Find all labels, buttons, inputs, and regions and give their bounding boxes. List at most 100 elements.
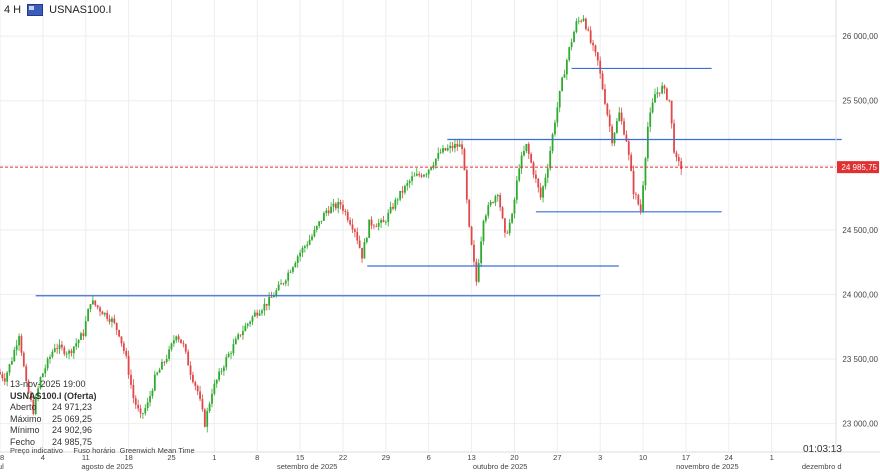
candle xyxy=(523,145,525,157)
candle-body xyxy=(551,134,554,151)
candle xyxy=(525,143,528,154)
info-row-open: Aberto 24 971,23 xyxy=(10,402,93,412)
candle-body xyxy=(670,100,673,124)
candle xyxy=(358,235,361,249)
candle-body xyxy=(411,176,413,181)
candle xyxy=(72,346,75,359)
month-label: setembro de 2025 xyxy=(277,462,337,471)
candle-body xyxy=(639,204,642,212)
candle xyxy=(318,221,321,229)
candle-body xyxy=(27,381,30,394)
candle xyxy=(6,370,9,387)
candle-body xyxy=(382,219,385,223)
timeframe-label[interactable]: 4 H xyxy=(4,4,22,16)
candle-body xyxy=(284,280,287,284)
candle xyxy=(70,348,73,357)
candle xyxy=(280,279,282,285)
candle-body xyxy=(449,145,452,149)
candle-body xyxy=(520,155,523,169)
candle xyxy=(508,219,511,236)
y-tick-label: 26 000,00 xyxy=(842,32,878,41)
candle xyxy=(139,404,142,419)
candle-body xyxy=(515,180,518,200)
price-tag-label: 24 985,75 xyxy=(841,163,877,172)
candle-body xyxy=(234,338,237,345)
candle xyxy=(320,220,323,225)
info-title: USNAS100.I (Oferta) xyxy=(10,390,97,401)
candle xyxy=(53,343,56,353)
candle xyxy=(227,351,230,358)
candle xyxy=(253,309,256,318)
candle xyxy=(208,401,211,413)
candle-body xyxy=(273,295,275,298)
candle-body xyxy=(211,393,213,404)
candle-body xyxy=(22,352,25,367)
candle-body xyxy=(215,379,218,384)
candle-body xyxy=(101,311,104,315)
candle xyxy=(94,300,97,307)
candle xyxy=(415,168,418,177)
candle xyxy=(442,145,444,154)
candle-body xyxy=(122,343,125,351)
candle xyxy=(306,241,309,249)
symbol-label[interactable]: USNAS100.I xyxy=(49,4,112,16)
candle-body xyxy=(446,148,449,151)
candle xyxy=(84,316,87,338)
candle-body xyxy=(196,386,199,392)
candle xyxy=(368,219,371,239)
candle-body xyxy=(594,45,597,53)
x-tick-label: 13 xyxy=(467,453,475,462)
candle-body xyxy=(265,303,268,306)
candle-body xyxy=(582,18,585,21)
candle-body xyxy=(46,358,49,369)
candle xyxy=(480,236,483,268)
candle-body xyxy=(546,168,549,178)
candle-body xyxy=(399,190,402,200)
candle-body xyxy=(220,371,223,372)
candle xyxy=(213,379,216,396)
candle xyxy=(361,247,363,263)
candle xyxy=(56,343,59,354)
candle xyxy=(58,339,61,354)
candle xyxy=(122,341,125,355)
candle-body xyxy=(527,143,530,154)
candle-body xyxy=(239,334,242,336)
candle xyxy=(292,266,294,274)
candle xyxy=(289,269,292,274)
candle-body xyxy=(663,85,666,89)
candle xyxy=(127,350,130,379)
candle xyxy=(165,354,168,364)
x-tick-label: 28 xyxy=(0,453,4,462)
month-label: novembro de 2025 xyxy=(676,462,739,471)
candle-body xyxy=(451,145,454,149)
candle-body xyxy=(75,343,78,347)
candle xyxy=(446,144,449,152)
candle xyxy=(103,312,106,317)
chart-grid xyxy=(0,0,836,452)
candle-body xyxy=(623,121,625,135)
candle-body xyxy=(420,175,423,177)
candle xyxy=(363,238,366,259)
candle xyxy=(342,200,344,215)
candle-body xyxy=(225,357,228,368)
y-tick-label: 23 000,00 xyxy=(842,420,878,429)
candle xyxy=(463,147,466,171)
candle-body xyxy=(194,382,197,387)
candle-body xyxy=(389,206,392,213)
candle-body xyxy=(111,318,113,322)
candle xyxy=(20,333,23,357)
candle-body xyxy=(311,236,313,240)
candle-body xyxy=(568,47,571,61)
candle-body xyxy=(387,212,390,222)
candle-body xyxy=(72,346,75,354)
candle-body xyxy=(415,173,418,176)
candle xyxy=(604,83,606,106)
candle-body xyxy=(627,141,630,155)
candle-body xyxy=(84,321,87,336)
candle-body xyxy=(361,247,363,259)
candle xyxy=(449,141,452,154)
candle xyxy=(496,193,499,202)
y-tick-label: 24 000,00 xyxy=(842,290,878,299)
candle xyxy=(487,202,490,219)
